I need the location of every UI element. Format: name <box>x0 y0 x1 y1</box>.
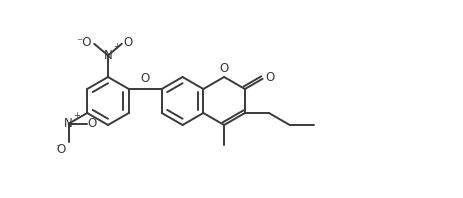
Text: ⁻: ⁻ <box>55 143 60 153</box>
Text: +: + <box>113 42 119 51</box>
Text: O: O <box>56 143 65 156</box>
Text: N: N <box>64 117 73 130</box>
Text: O: O <box>265 71 274 84</box>
Text: O: O <box>219 62 228 75</box>
Text: N: N <box>103 49 112 62</box>
Text: O: O <box>140 72 150 85</box>
Text: +: + <box>73 111 80 120</box>
Text: ⁻O: ⁻O <box>76 36 92 49</box>
Text: O: O <box>124 36 133 49</box>
Text: O: O <box>88 117 97 130</box>
